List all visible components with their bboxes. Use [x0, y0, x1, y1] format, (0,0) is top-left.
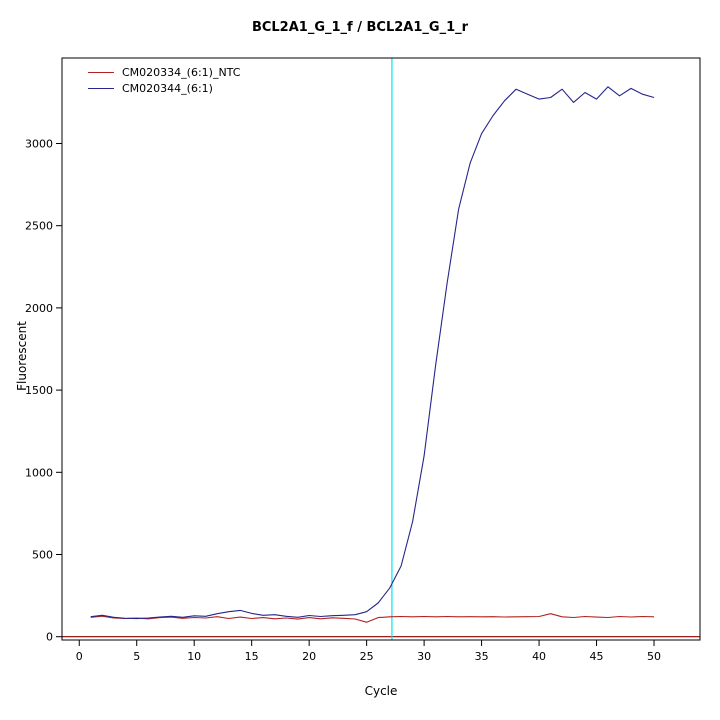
x-axis-label: Cycle — [364, 684, 398, 698]
y-tick-label: 2000 — [25, 302, 53, 315]
series-line-0 — [90, 613, 655, 623]
x-tick-label: 40 — [532, 650, 546, 663]
x-tick-label: 5 — [133, 650, 140, 663]
series-line-1 — [90, 86, 655, 620]
x-tick-label: 45 — [590, 650, 604, 663]
x-tick-label: 15 — [245, 650, 259, 663]
plot-border — [61, 57, 701, 641]
x-tick-label: 50 — [647, 650, 661, 663]
x-tick-label: 35 — [475, 650, 489, 663]
x-tick-label: 20 — [302, 650, 316, 663]
x-tick-label: 10 — [187, 650, 201, 663]
legend-label-sample: CM020344_(6:1) — [122, 81, 213, 95]
y-tick-label: 1000 — [25, 466, 53, 479]
y-axis-label: Fluorescent — [15, 321, 29, 391]
y-tick-label: 0 — [46, 631, 53, 644]
legend-line-swatch-red — [88, 71, 114, 73]
y-tick-label: 3000 — [25, 137, 53, 150]
y-tick-label: 2500 — [25, 220, 53, 233]
x-tick-label: 25 — [360, 650, 374, 663]
y-tick-label: 1500 — [25, 384, 53, 397]
chart-title: BCL2A1_G_1_f / BCL2A1_G_1_r — [251, 20, 469, 35]
legend-item-sample: CM020344_(6:1) — [88, 80, 240, 96]
legend-item-ntc: CM020334_(6:1)_NTC — [88, 64, 240, 80]
x-tick-label: 30 — [417, 650, 431, 663]
legend-line-swatch-blue — [88, 87, 114, 89]
y-tick-label: 500 — [32, 549, 53, 562]
legend: CM020334_(6:1)_NTC CM020344_(6:1) — [88, 64, 240, 96]
legend-label-ntc: CM020334_(6:1)_NTC — [122, 65, 241, 79]
x-tick-label: 0 — [76, 650, 83, 663]
